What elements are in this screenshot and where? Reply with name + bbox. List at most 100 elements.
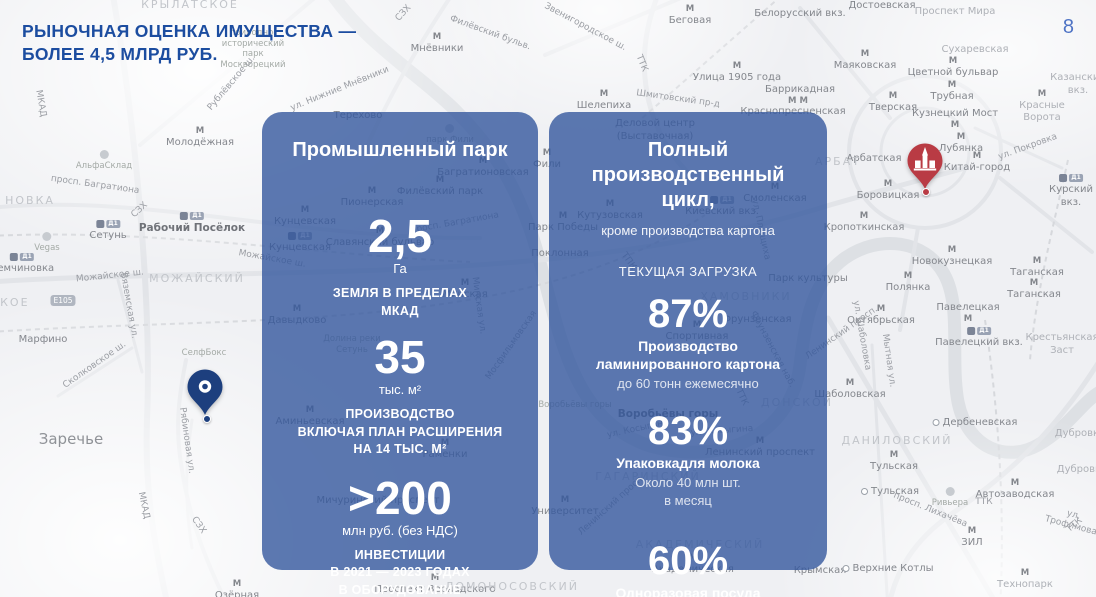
stat-value: 35 <box>374 331 426 383</box>
map-label: М Мнёвники <box>410 32 464 54</box>
map-label: СЗХ <box>393 3 414 24</box>
map-label: Д1 Сетунь <box>89 220 127 241</box>
industrial-park-card: Промышленный парк 2,5 Га ЗЕМЛЯ В ПРЕДЕЛА… <box>262 112 538 597</box>
map-label: Vegas <box>34 232 60 254</box>
metro-icon: М <box>956 132 966 142</box>
location-pin-icon <box>187 369 223 415</box>
page-number: 8 <box>1062 16 1074 38</box>
metro-icon: М <box>859 211 869 221</box>
stat-unit: Га <box>393 261 407 276</box>
metro-icon: М <box>948 56 958 66</box>
station-dot-icon <box>861 487 868 495</box>
city-center-dot <box>922 188 930 196</box>
metro-icon: М <box>1032 256 1042 266</box>
map-label: М Шелепиха <box>576 89 632 111</box>
map-label: М Таганская <box>1007 278 1061 300</box>
map-label: Д1 Павелецкий вкз. <box>935 327 1023 348</box>
map-label: АльфаСклад <box>76 150 132 172</box>
map-label: Павелецкая <box>936 302 1000 313</box>
rail-badge-icon: Д1 <box>0 253 54 261</box>
stat-value: 2,5 <box>368 210 432 262</box>
map-label: ул. Нижние Мнёвники <box>289 64 391 114</box>
stat-unit: млн руб. (без НДС) <box>342 522 458 538</box>
map-label: М Технопарк <box>997 568 1053 590</box>
metro-icon: М <box>599 89 609 99</box>
map-label: Ривьера <box>932 487 968 509</box>
stat-label: Производство ламинированного картона <box>595 338 781 373</box>
stat-unit: тыс. м² <box>378 382 422 397</box>
stat-label: ПРОИЗВОДСТВО ВКЛЮЧАЯ ПЛАН РАСШИРЕНИЯ НА … <box>297 407 503 456</box>
stat-investments: >200 млн руб. (без НДС) ИНВЕСТИЦИИ В 202… <box>330 475 469 597</box>
page-title: РЫНОЧНАЯ ОЦЕНКА ИМУЩЕСТВА — БОЛЕЕ 4,5 МЛР… <box>22 20 356 66</box>
map-label: Сухаревская <box>941 44 1009 55</box>
metro-icon: М <box>685 4 695 14</box>
stat-label: Упаковкадля молока <box>616 454 760 471</box>
map-label: Вяземская ул. <box>117 271 140 340</box>
map-label: Д1 Курский вкз. <box>1049 174 1093 208</box>
station-dot-icon <box>932 418 940 426</box>
metro-icon: М <box>1020 568 1030 578</box>
stat-milk-packaging: 83% Упаковкадля молока Около 40 млн шт. … <box>616 410 759 511</box>
metro-icon: М <box>1010 478 1020 488</box>
metro-icon: М <box>888 91 898 101</box>
metro-icon: М <box>1029 278 1039 288</box>
map-label: ДАНИЛОВСКИЙ <box>841 434 953 447</box>
map-label: Дубровка <box>1054 428 1096 439</box>
card-subtitle: кроме производства картона <box>601 223 775 238</box>
map-label: М Улица 1905 года <box>692 61 782 83</box>
metro-icon: М <box>889 450 899 460</box>
map-label: Марфино <box>18 334 68 345</box>
map-label: СЗХ <box>189 514 208 536</box>
current-load-label: ТЕКУЩАЯ ЗАГРУЗКА <box>618 264 758 279</box>
map-label: М Кропоткинская <box>823 211 905 233</box>
map-label: Проспект Мира <box>914 6 996 17</box>
rail-badge-icon: Д1 <box>139 212 245 220</box>
rail-badge-icon: Д1 <box>1049 174 1093 182</box>
stat-value: >200 <box>348 471 452 524</box>
map-label: М <box>963 314 973 324</box>
map-label: Дербеневская <box>932 417 1017 430</box>
stat-sublabel: до 60 тонн ежемесячно <box>617 376 759 392</box>
metro-icon: М <box>947 80 957 90</box>
rail-badge-icon: Д1 <box>935 327 1023 335</box>
map-label: КРЫЛАТСКОЕ <box>141 0 239 11</box>
map-label: Звенигородское ш. <box>542 1 628 53</box>
stat-value: 87% <box>647 292 729 336</box>
production-cycle-card: Полный производственный цикл, кроме прои… <box>549 112 827 597</box>
metro-icon: М <box>860 49 870 59</box>
slide-header: РЫНОЧНАЯ ОЦЕНКА ИМУЩЕСТВА — БОЛЕЕ 4,5 МЛР… <box>22 20 356 66</box>
card-title: Промышленный парк <box>292 139 508 161</box>
kremlin-pin-icon <box>907 143 943 189</box>
rail-badge-icon: Д1 <box>89 220 126 228</box>
map-label: М Красные Ворота <box>1015 90 1069 125</box>
map-label: Д1 Рабочий Посёлок <box>138 212 246 234</box>
map-label: М Трубная <box>930 80 974 102</box>
metro-icon: М <box>876 304 886 314</box>
map-label: ТТК <box>633 53 650 74</box>
map-label: М Новокузнецкая <box>911 245 993 267</box>
map-label: МКАД <box>33 89 48 118</box>
poi-icon <box>99 150 109 159</box>
stat-land: 2,5 Га ЗЕМЛЯ В ПРЕДЕЛАХ МКАД <box>333 213 467 320</box>
map-label: СКОЕ <box>0 296 30 309</box>
map-label: Дубровка <box>1056 464 1096 475</box>
metro-icon: М <box>967 526 977 536</box>
map-label: М Цветной бульвар <box>907 56 999 78</box>
map-label: Д1Немчиновка <box>0 253 54 276</box>
map-label: М Шаболовская <box>814 378 886 400</box>
stat-label: ИНВЕСТИЦИИ В 2021 — 2023 ГОДАХ В ОБОРУДО… <box>330 547 470 597</box>
map-label: М <box>950 120 960 130</box>
map-label: М Тульская <box>870 450 918 472</box>
poi-icon <box>42 232 52 241</box>
map-label: ул. Покровка <box>996 131 1059 163</box>
page-title-line2: БОЛЕЕ 4,5 МЛРД РУБ. <box>22 43 218 64</box>
metro-icon: М <box>195 126 205 136</box>
poi-icon <box>945 487 955 496</box>
map-label: ЛОМОНОСОВСКИЙ <box>445 580 579 593</box>
map-label: М Молодёжная <box>165 126 235 148</box>
map-label: МОЖАЙСКИЙ <box>149 272 245 285</box>
map-label: М Беговая <box>668 4 712 26</box>
